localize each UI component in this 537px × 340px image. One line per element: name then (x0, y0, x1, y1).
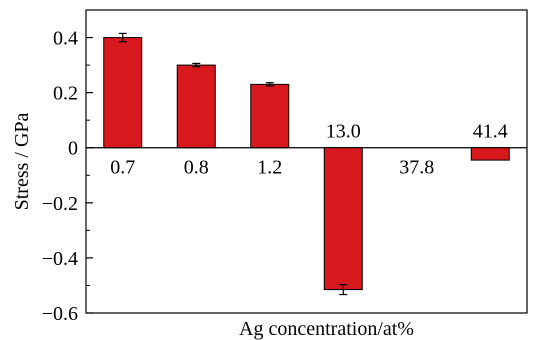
bar (323, 147, 363, 291)
x-category-label: 37.8 (399, 157, 434, 179)
bar (176, 64, 216, 149)
x-category-label: 13.0 (326, 121, 361, 143)
y-tick-label: −0.4 (42, 248, 78, 270)
bar (250, 83, 290, 149)
x-category-label: 0.8 (184, 157, 209, 179)
y-axis-label: Stress / GPa (11, 112, 33, 210)
plot-frame (85, 9, 528, 314)
x-category-label: 41.4 (473, 121, 508, 143)
y-tick-label: 0 (68, 138, 78, 160)
x-category-label: 0.7 (110, 157, 135, 179)
x-category-label: 1.2 (257, 157, 282, 179)
bar (103, 37, 143, 149)
y-tick-label: −0.2 (42, 193, 78, 215)
y-tick-label: 0.4 (53, 28, 78, 50)
y-tick-label: −0.6 (42, 303, 78, 325)
x-axis-label: Ag concentration/at% (239, 318, 414, 340)
bar (470, 147, 510, 161)
y-tick-label: 0.2 (53, 83, 78, 105)
